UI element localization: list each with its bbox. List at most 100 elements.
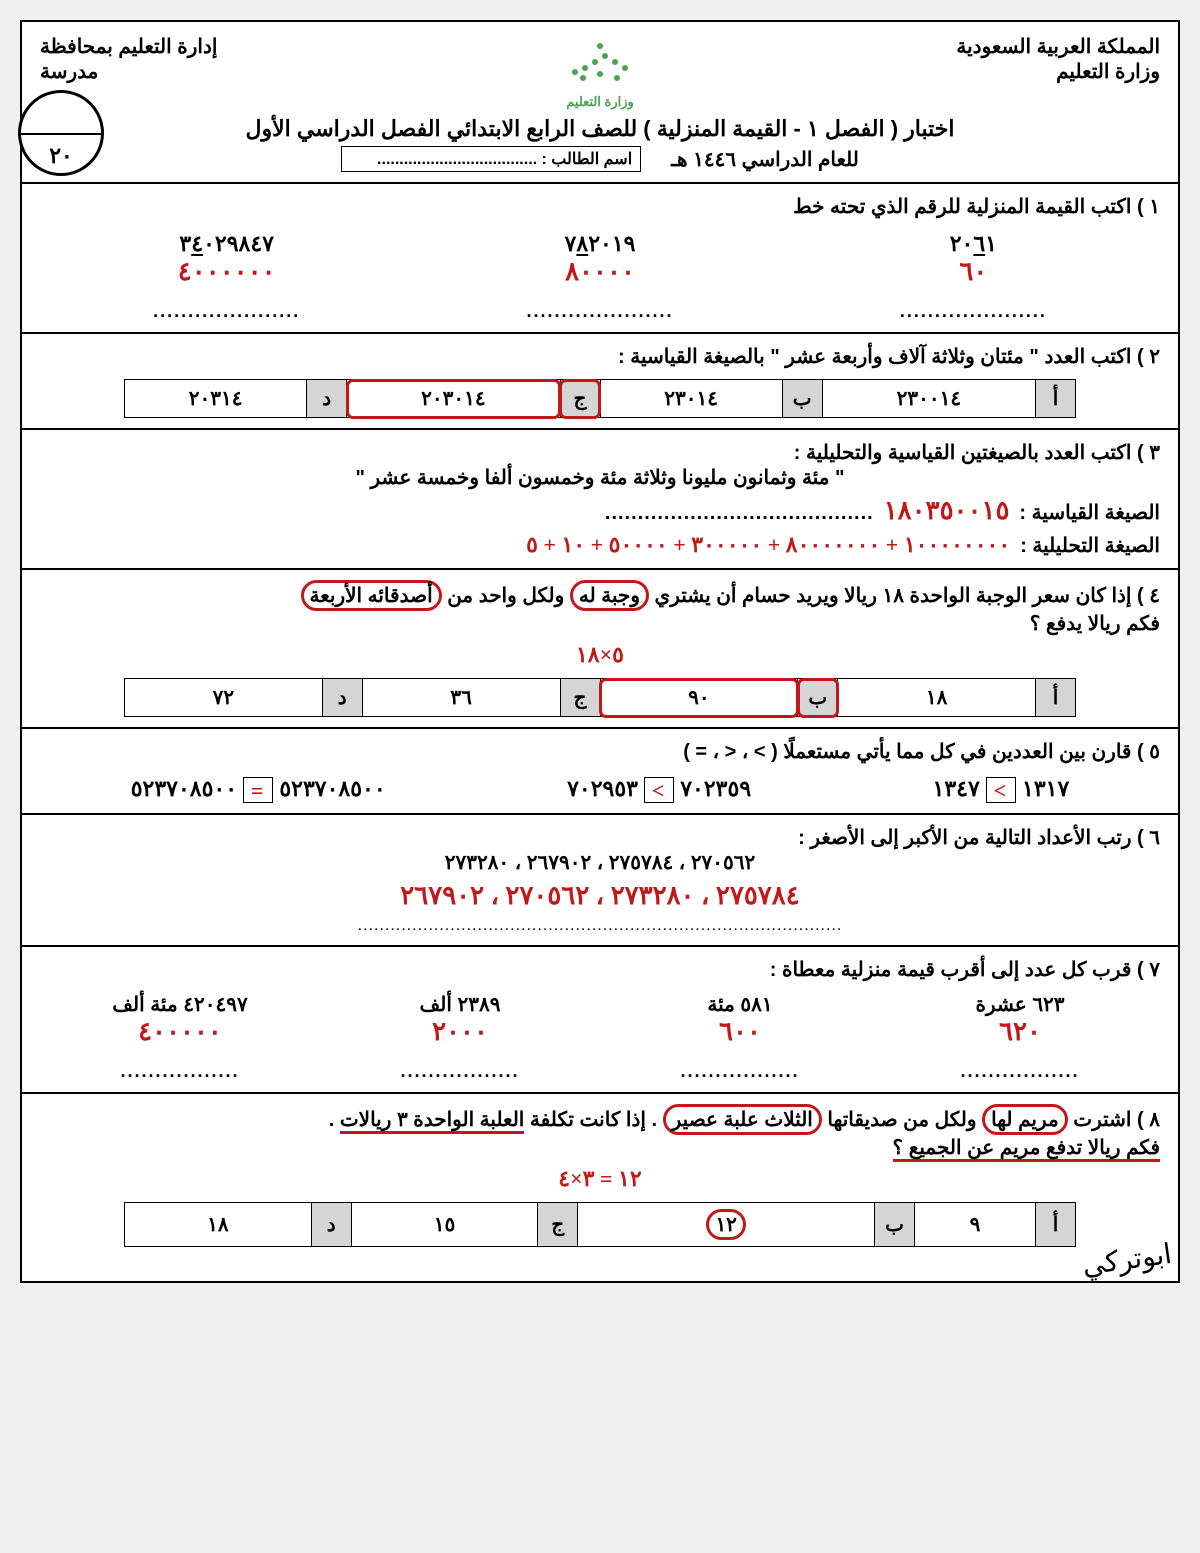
q8-circ-2: الثلاث علبة عصير bbox=[663, 1104, 822, 1135]
sub-row: للعام الدراسي ١٤٤٦ هـ اسم الطالب : .....… bbox=[40, 146, 1160, 172]
q4-opt-c[interactable]: ٣٦ bbox=[362, 679, 560, 717]
q6-ans: ٢٧٥٧٨٤ ، ٢٧٣٢٨٠ ، ٢٧٠٥٦٢ ، ٢٦٧٩٠٢ bbox=[40, 881, 1160, 911]
q2-lab-d[interactable]: د bbox=[307, 380, 347, 418]
q7-item-4: ٤٢٠٤٩٧ مئة ألف ٤٠٠٠٠٠ ................. bbox=[80, 992, 280, 1082]
q7-row: ٦٢٣ عشرة ٦٢٠ ................. ٥٨١ مئة ٦… bbox=[40, 992, 1160, 1082]
q2-lab-c[interactable]: ج bbox=[560, 380, 600, 418]
separator bbox=[22, 568, 1178, 570]
q8-lab-d[interactable]: د bbox=[311, 1203, 351, 1247]
q3-words: " مئة وثمانون مليونا وثلاثة مئة وخمسون أ… bbox=[40, 465, 1160, 490]
q3-std-ans: ١٨٠٣٥٠٠١٥ bbox=[884, 496, 1010, 526]
q8-opt-b[interactable]: ١٢ bbox=[578, 1203, 875, 1247]
q1-dots-1: ..................... bbox=[883, 301, 1063, 322]
separator bbox=[22, 332, 1178, 334]
q4-title: ٤ ) إذا كان سعر الوجبة الواحدة ١٨ ريالا … bbox=[40, 580, 1160, 611]
q4-lab-c[interactable]: ج bbox=[560, 679, 600, 717]
q3-std-label: الصيغة القياسية : bbox=[1019, 500, 1160, 525]
q1-dots-3: ..................... bbox=[137, 301, 317, 322]
q7-title: ٧ ) قرب كل عدد إلى أقرب قيمة منزلية معطا… bbox=[40, 957, 1160, 982]
q4-circ-1: وجبة له bbox=[570, 580, 649, 611]
q4-work: ٥×١٨ bbox=[40, 642, 1160, 668]
q2-lab-a[interactable]: أ bbox=[1036, 380, 1076, 418]
q6-nums: ٢٧٠٥٦٢ ، ٢٧٥٧٨٤ ، ٢٦٧٩٠٢ ، ٢٧٣٢٨٠ bbox=[40, 850, 1160, 875]
q4-choices: أ ١٨ ب ٩٠ ج ٣٦ د ٧٢ bbox=[124, 678, 1076, 717]
q6-dots: ........................................… bbox=[40, 917, 1160, 935]
q3-exp-ans: ١٠٠٠٠٠٠٠٠ + ٨٠٠٠٠٠٠٠ + ٣٠٠٠٠٠ + ٥٠٠٠٠ + … bbox=[526, 532, 1010, 558]
q5-op-1[interactable]: > bbox=[986, 777, 1016, 803]
q6-title: ٦ ) رتب الأعداد التالية من الأكبر إلى ال… bbox=[40, 825, 1160, 850]
header-center: وزارة التعليم bbox=[413, 34, 786, 110]
header: المملكة العربية السعودية وزارة التعليم و… bbox=[40, 34, 1160, 110]
q1-item-1: ٢٠٦١ ٦٠ ..................... bbox=[883, 231, 1063, 322]
q5-row: ١٣١٧ > ١٣٤٧ ٧٠٢٣٥٩ > ٧٠٢٩٥٣ ٥٢٣٧٠٨٥٠٠ = … bbox=[40, 776, 1160, 803]
q2-opt-b[interactable]: ٢٣٠١٤ bbox=[600, 380, 782, 418]
q4-lab-a[interactable]: أ bbox=[1036, 679, 1076, 717]
separator bbox=[22, 813, 1178, 815]
student-name-box[interactable]: اسم الطالب : ...........................… bbox=[341, 146, 641, 172]
q2-title: ٢ ) اكتب العدد " مئتان وثلاثة آلاف وأربع… bbox=[40, 344, 1160, 369]
q4-opt-a[interactable]: ١٨ bbox=[838, 679, 1036, 717]
q8-line2: فكم ريالا تدفع مريم عن الجميع ؟ bbox=[40, 1135, 1160, 1160]
ministry-logo-icon bbox=[555, 34, 645, 84]
q4-opt-d[interactable]: ٧٢ bbox=[125, 679, 323, 717]
q5-op-2[interactable]: > bbox=[644, 777, 674, 803]
header-right: المملكة العربية السعودية وزارة التعليم bbox=[787, 34, 1160, 84]
q8-opt-a[interactable]: ٩ bbox=[915, 1203, 1036, 1247]
q7-ans-2: ٦٠٠ bbox=[640, 1017, 840, 1047]
q8-lab-a[interactable]: أ bbox=[1036, 1203, 1076, 1247]
worksheet-page: المملكة العربية السعودية وزارة التعليم و… bbox=[20, 20, 1180, 1283]
q8-lab-c[interactable]: ج bbox=[538, 1203, 578, 1247]
separator bbox=[22, 182, 1178, 184]
q5-pair-3: ٥٢٣٧٠٨٥٠٠ = ٥٢٣٧٠٨٥٠٠ bbox=[131, 776, 386, 803]
q5-pair-1: ١٣١٧ > ١٣٤٧ bbox=[933, 776, 1070, 803]
q7-ans-1: ٦٢٠ bbox=[920, 1017, 1120, 1047]
q8-work: ١٢ = ٣×٤ bbox=[40, 1166, 1160, 1192]
q8-underline: العلبة الواحدة ٣ ريالات bbox=[340, 1109, 525, 1134]
q1-title: ١ ) اكتب القيمة المنزلية للرقم الذي تحته… bbox=[40, 194, 1160, 219]
q7-ans-4: ٤٠٠٠٠٠ bbox=[80, 1017, 280, 1047]
grade-divider bbox=[21, 133, 101, 135]
q2-opt-d[interactable]: ٢٠٣١٤ bbox=[125, 380, 307, 418]
q4-opt-b[interactable]: ٩٠ bbox=[600, 679, 798, 717]
q4-tail: فكم ريالا يدفع ؟ bbox=[40, 611, 1160, 636]
q2-opt-c[interactable]: ٢٠٣٠١٤ bbox=[347, 380, 560, 418]
separator bbox=[22, 1092, 1178, 1094]
exam-title: اختبار ( الفصل ١ - القيمة المنزلية ) للص… bbox=[40, 116, 1160, 142]
year: للعام الدراسي ١٤٤٦ هـ bbox=[671, 147, 859, 172]
name-label: اسم الطالب : bbox=[542, 151, 633, 168]
q2-opt-a[interactable]: ٢٣٠٠١٤ bbox=[822, 380, 1035, 418]
q8-opt-d[interactable]: ١٨ bbox=[125, 1203, 312, 1247]
signature: ابوتركي bbox=[1080, 1237, 1174, 1283]
q5-pair-2: ٧٠٢٣٥٩ > ٧٠٢٩٥٣ bbox=[567, 776, 751, 803]
q7-item-1: ٦٢٣ عشرة ٦٢٠ ................. bbox=[920, 992, 1120, 1082]
separator bbox=[22, 428, 1178, 430]
separator bbox=[22, 945, 1178, 947]
q1-ans-2: ٨٠٠٠٠ bbox=[510, 257, 690, 287]
q1-dots-2: ..................... bbox=[510, 301, 690, 322]
header-left: إدارة التعليم بمحافظة مدرسة bbox=[40, 34, 413, 84]
q8-opt-c[interactable]: ١٥ bbox=[351, 1203, 538, 1247]
q7-ans-3: ٢٠٠٠ bbox=[360, 1017, 560, 1047]
q3-expanded: الصيغة التحليلية : ١٠٠٠٠٠٠٠٠ + ٨٠٠٠٠٠٠٠ … bbox=[40, 532, 1160, 558]
q3-exp-label: الصيغة التحليلية : bbox=[1020, 533, 1160, 558]
q1-ans-3: ٤٠٠٠٠٠٠ bbox=[137, 257, 317, 287]
q3-title: ٣ ) اكتب العدد بالصيغتين القياسية والتحل… bbox=[40, 440, 1160, 465]
q1-ans-1: ٦٠ bbox=[883, 257, 1063, 287]
separator bbox=[22, 727, 1178, 729]
q5-op-3[interactable]: = bbox=[243, 777, 273, 803]
q4-lab-b[interactable]: ب bbox=[798, 679, 838, 717]
q1-item-2: ٧٨٢٠١٩ ٨٠٠٠٠ ..................... bbox=[510, 231, 690, 322]
admin: إدارة التعليم بمحافظة bbox=[40, 34, 413, 59]
q8-choices: أ ٩ ب ١٢ ج ١٥ د ١٨ bbox=[124, 1202, 1076, 1247]
q4-lab-d[interactable]: د bbox=[322, 679, 362, 717]
q3-std-dots: ........................................… bbox=[40, 502, 874, 525]
q4-circ-2: أصدقائه الأربعة bbox=[301, 580, 442, 611]
q3-standard: الصيغة القياسية : ١٨٠٣٥٠٠١٥ ............… bbox=[40, 496, 1160, 526]
q7-item-3: ٢٣٨٩ ألف ٢٠٠٠ ................. bbox=[360, 992, 560, 1082]
q8-line1: ٨ ) اشترت مريم لها ولكل من صديقاتها الثل… bbox=[40, 1104, 1160, 1135]
q8-lab-b[interactable]: ب bbox=[875, 1203, 915, 1247]
q2-lab-b[interactable]: ب bbox=[782, 380, 822, 418]
q1-row: ٢٠٦١ ٦٠ ..................... ٧٨٢٠١٩ ٨٠٠… bbox=[40, 231, 1160, 322]
q2-choices: أ ٢٣٠٠١٤ ب ٢٣٠١٤ ج ٢٠٣٠١٤ د ٢٠٣١٤ bbox=[124, 379, 1076, 418]
q7-item-2: ٥٨١ مئة ٦٠٠ ................. bbox=[640, 992, 840, 1082]
